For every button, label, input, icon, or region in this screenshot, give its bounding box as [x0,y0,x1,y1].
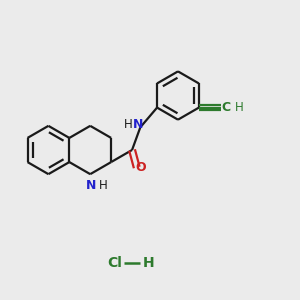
Text: N: N [133,118,143,131]
Text: H: H [235,100,244,113]
Text: H: H [98,179,107,192]
Text: N: N [86,179,96,192]
Text: H: H [143,256,154,270]
Text: Cl: Cl [107,256,122,270]
Text: H: H [124,118,132,131]
Text: C: C [222,100,231,113]
Text: O: O [135,161,146,174]
